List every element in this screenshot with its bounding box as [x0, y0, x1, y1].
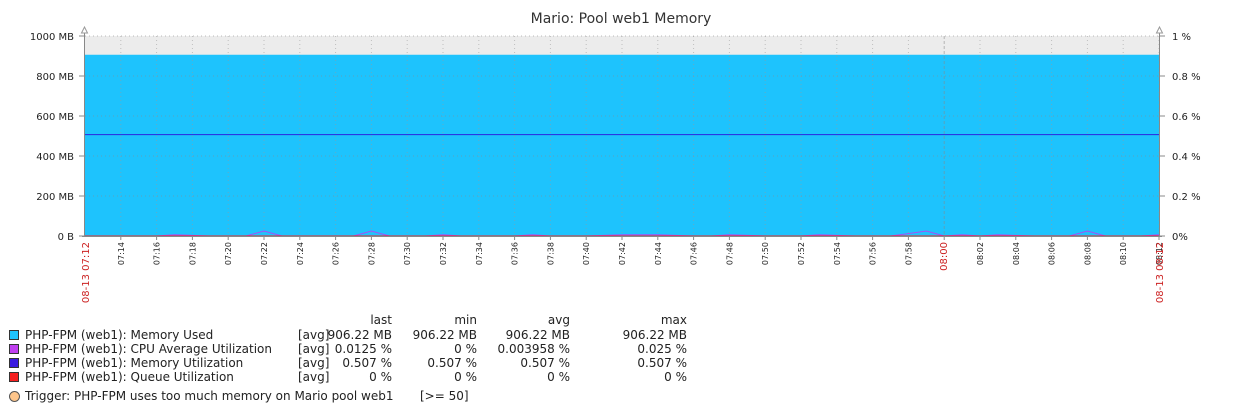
x-tick-label: 07:18 [188, 242, 197, 265]
legend-function: [avg] [298, 328, 330, 342]
x-tick-label: 07:56 [869, 242, 878, 265]
x-tick-label: 07:54 [833, 242, 842, 265]
x-tick-label: 07:14 [117, 242, 126, 265]
x-tick-label: 08:04 [1012, 242, 1021, 265]
legend-value-last: 0.0125 % [334, 342, 392, 356]
x-tick-label: 07:30 [403, 242, 412, 265]
legend-value-avg: 0 % [547, 370, 570, 384]
legend-swatch [9, 358, 19, 368]
y-left-tick-label: 1000 MB [30, 32, 74, 43]
legend-value-min: 0.507 % [427, 356, 477, 370]
legend-function: [avg] [298, 342, 330, 356]
x-tick-label: 08:06 [1048, 242, 1057, 265]
chart-title: Mario: Pool web1 Memory [531, 11, 712, 27]
x-tick-label: 07:22 [260, 242, 269, 265]
y-right-tick-label: 0.4 % [1172, 152, 1201, 163]
legend-item: PHP-FPM (web1): CPU Average Utilization [… [0, 342, 900, 356]
y-left-tick-label: 0 B [58, 232, 75, 243]
legend-value-last: 0 % [369, 370, 392, 384]
plot-area: 0 B 200 MB 400 MB 600 MB 800 MB 1000 MB 0% 0.2 … [30, 25, 1201, 303]
trigger-icon [9, 391, 20, 402]
trigger-line: Trigger: PHP-FPM uses too much memory on… [0, 389, 700, 405]
x-tick-label: 07:26 [332, 242, 341, 265]
y-left-tick-label: 800 MB [36, 72, 74, 83]
trigger-text: Trigger: PHP-FPM uses too much memory on… [25, 389, 394, 403]
legend-header-avg: avg [547, 313, 570, 327]
x-tick-label: 07:40 [582, 242, 591, 265]
x-tick-label: 08:02 [976, 242, 985, 265]
x-tick-label: 07:44 [654, 242, 663, 265]
legend-item: PHP-FPM (web1): Queue Utilization [avg] 0 … [0, 370, 900, 384]
y-axis-left-arrow [80, 25, 89, 34]
x-tick-label: 07:36 [511, 242, 520, 265]
x-tick-label: 08:10 [1119, 242, 1128, 265]
y-left-tick-label: 400 MB [36, 152, 74, 163]
x-tick-label: 07:58 [904, 242, 913, 265]
legend-value-avg: 0.003958 % [497, 342, 570, 356]
x-tick-label: 07:24 [296, 242, 305, 265]
y-right-tick-label: 0.8 % [1172, 72, 1201, 83]
legend-value-min: 0 % [454, 370, 477, 384]
x-tick-label: 07:48 [725, 242, 734, 265]
x-tick-label: 08:12 [1155, 242, 1164, 265]
x-tick-label: 07:52 [797, 242, 806, 265]
x-tick-label: 07:50 [761, 242, 770, 265]
x-tick-label: 07:38 [546, 242, 555, 265]
x-tick-label: 08:00 [939, 242, 950, 271]
x-tick-label: 08:08 [1083, 242, 1092, 265]
legend-value-max: 0 % [664, 370, 687, 384]
legend-header-max: max [660, 313, 687, 327]
x-tick-label: 07:16 [153, 242, 162, 265]
legend-series-name: PHP-FPM (web1): Queue Utilization [25, 370, 234, 384]
legend-swatch [9, 372, 19, 382]
x-tick-label: 07:46 [690, 242, 699, 265]
x-range-end-label: 08-13 08:12 [1155, 242, 1166, 303]
legend-value-last: 0.507 % [342, 356, 392, 370]
y-left-tick-label: 600 MB [36, 112, 74, 123]
legend-value-max: 0.025 % [637, 342, 687, 356]
legend-swatch [9, 344, 19, 354]
series-memory-used-area [85, 54, 1159, 237]
y-right-tick-label: 0.6 % [1172, 112, 1201, 123]
legend-value-max: 906.22 MB [622, 328, 687, 342]
y-axis-right-arrow [1155, 25, 1164, 34]
legend-swatch [9, 330, 19, 340]
memory-graph: Mario: Pool web1 Memory 0 B 200 MB 400 MB 6… [30, 11, 1201, 303]
x-tick-label: 07:32 [439, 242, 448, 265]
legend-value-avg: 906.22 MB [505, 328, 570, 342]
x-tick-label: 07:42 [618, 242, 627, 265]
x-range-start-label: 08-13 07:12 [81, 242, 92, 303]
legend-value-last: 906.22 MB [327, 328, 392, 342]
legend-header-min: min [454, 313, 477, 327]
x-tick-label: 07:20 [224, 242, 233, 265]
legend-item: PHP-FPM (web1): Memory Utilization [avg] 0… [0, 356, 900, 370]
y-right-tick-label: 0.2 % [1172, 192, 1201, 203]
legend-series-name: PHP-FPM (web1): Memory Utilization [25, 356, 244, 370]
legend-value-avg: 0.507 % [520, 356, 570, 370]
y-left-tick-label: 200 MB [36, 192, 74, 203]
legend-series-name: PHP-FPM (web1): Memory Used [25, 328, 214, 342]
y-right-tick-label: 1 % [1172, 32, 1191, 43]
legend-value-max: 0.507 % [637, 356, 687, 370]
legend-header-last: last [370, 313, 392, 327]
legend-function: [avg] [298, 356, 330, 370]
x-tick-label: 07:34 [475, 242, 484, 265]
legend-value-min: 0 % [454, 342, 477, 356]
legend-series-name: PHP-FPM (web1): CPU Average Utilization [25, 342, 272, 356]
legend-item: PHP-FPM (web1): Memory Used [avg] 906.22 M… [0, 328, 900, 342]
trigger-condition: [>= 50] [420, 389, 469, 403]
y-right-tick-label: 0% [1172, 232, 1188, 243]
legend-function: [avg] [298, 370, 330, 384]
x-tick-label: 07:28 [367, 242, 376, 265]
legend-value-min: 906.22 MB [412, 328, 477, 342]
